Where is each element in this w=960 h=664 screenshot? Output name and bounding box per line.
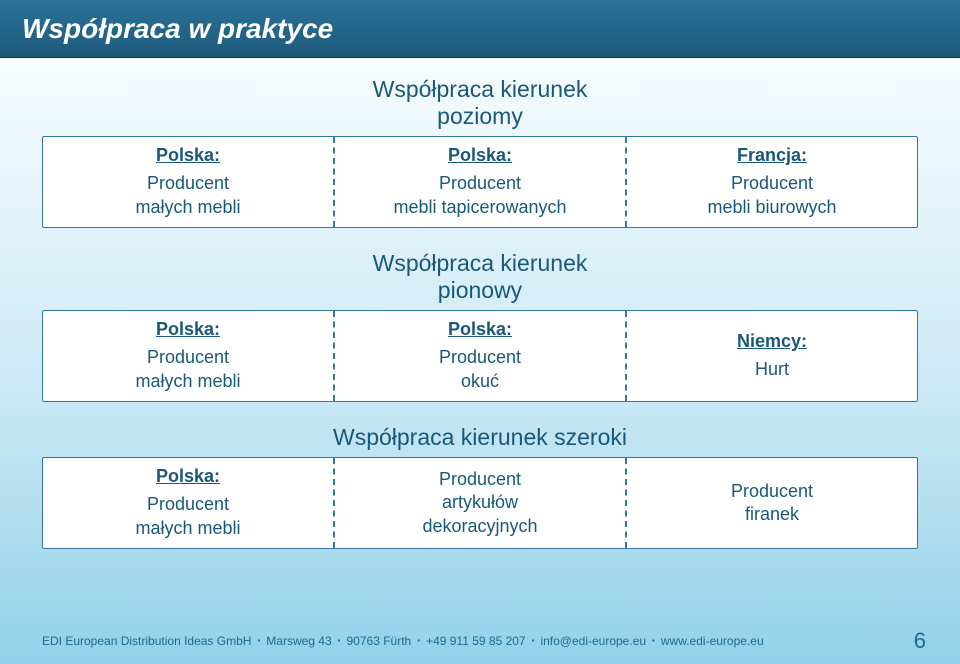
footer-url: www.edi-europe.eu: [661, 634, 764, 648]
cell-body: Producent małych mebli: [135, 346, 240, 392]
section-wide: Współpraca kierunek szeroki Polska: Prod…: [42, 424, 918, 549]
cell-country: Polska:: [156, 319, 220, 340]
footer-phone: +49 911 59 85 207: [426, 634, 526, 648]
section-header: Współpraca kierunek pionowy: [332, 250, 628, 304]
footer-street: Marsweg 43: [266, 634, 331, 648]
row-horizontal: Polska: Producent małych mebli Polska: P…: [42, 136, 918, 228]
cell: Polska: Producent mebli tapicerowanych: [333, 137, 625, 227]
footer-email: info@edi-europe.eu: [540, 634, 646, 648]
square-icon: ▪: [338, 636, 341, 645]
square-icon: ▪: [652, 636, 655, 645]
cell-body: Producent mebli biurowych: [707, 172, 836, 218]
page-title: Współpraca w praktyce: [22, 13, 333, 45]
cell-body: Producent okuć: [439, 346, 521, 392]
cell-body: Producent artykułów dekoracyjnych: [422, 468, 537, 537]
cell-country: Niemcy:: [737, 331, 807, 352]
section-horizontal: Współpraca kierunek poziomy Polska: Prod…: [42, 76, 918, 228]
square-icon: ▪: [532, 636, 535, 645]
cell-country: Polska:: [156, 145, 220, 166]
cell: Niemcy: Hurt: [625, 311, 917, 401]
cell-body: Producent małych mebli: [135, 172, 240, 218]
section-header: Współpraca kierunek poziomy: [332, 76, 628, 130]
title-bar: Współpraca w praktyce: [0, 0, 960, 58]
cell: Polska: Producent małych mebli: [43, 311, 333, 401]
cell: Polska: Producent okuć: [333, 311, 625, 401]
cell: Francja: Producent mebli biurowych: [625, 137, 917, 227]
cell: Producent artykułów dekoracyjnych: [333, 458, 625, 548]
cell-body: Producent firanek: [731, 480, 813, 526]
cell-body: Hurt: [755, 358, 789, 381]
cell: Producent firanek: [625, 458, 917, 548]
cell-country: Polska:: [448, 319, 512, 340]
footer-company: EDI European Distribution Ideas GmbH: [42, 634, 251, 648]
cell-country: Francja:: [737, 145, 807, 166]
cell: Polska: Producent małych mebli: [43, 137, 333, 227]
cell: Polska: Producent małych mebli: [43, 458, 333, 548]
cell-body: Producent mebli tapicerowanych: [393, 172, 566, 218]
cell-body: Producent małych mebli: [135, 493, 240, 539]
section-vertical: Współpraca kierunek pionowy Polska: Prod…: [42, 250, 918, 402]
cell-country: Polska:: [156, 466, 220, 487]
footer: EDI European Distribution Ideas GmbH ▪ M…: [0, 628, 960, 654]
section-header: Współpraca kierunek szeroki: [332, 424, 628, 451]
square-icon: ▪: [417, 636, 420, 645]
footer-text: EDI European Distribution Ideas GmbH ▪ M…: [42, 634, 764, 648]
page-number: 6: [914, 628, 926, 654]
row-vertical: Polska: Producent małych mebli Polska: P…: [42, 310, 918, 402]
row-wide: Polska: Producent małych mebli Producent…: [42, 457, 918, 549]
square-icon: ▪: [257, 636, 260, 645]
content-area: Współpraca kierunek poziomy Polska: Prod…: [0, 58, 960, 549]
footer-city: 90763 Fürth: [347, 634, 412, 648]
cell-country: Polska:: [448, 145, 512, 166]
